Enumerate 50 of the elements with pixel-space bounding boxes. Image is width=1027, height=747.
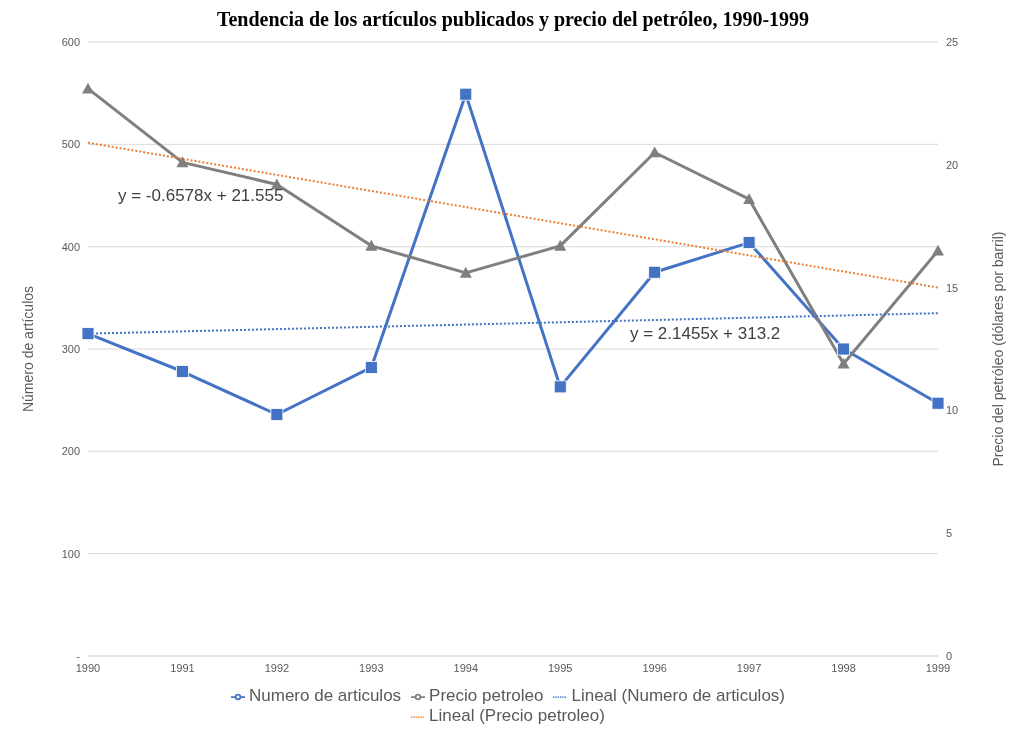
x-tick-label: 1997 xyxy=(736,661,762,674)
point xyxy=(743,193,756,204)
x-tick-label: 1990 xyxy=(75,661,101,674)
point xyxy=(554,239,567,251)
x-tick-label: 1994 xyxy=(453,661,479,674)
x-tick-label: 1998 xyxy=(831,661,856,674)
y-tick-label: 600 xyxy=(61,35,80,48)
x-tick-label: 1992 xyxy=(264,661,290,674)
point xyxy=(553,380,567,394)
point xyxy=(176,365,189,378)
legend-label: Lineal (Precio petroleo) xyxy=(429,706,605,725)
legend-label: Lineal (Numero de articulos) xyxy=(571,686,785,705)
y2-axis-title: Precio del petróleo (dólares por barril) xyxy=(989,231,1006,467)
y-axis-title: Número de artículos xyxy=(19,285,36,413)
y-tick-label: 500 xyxy=(61,138,80,151)
x-tick-label: 1991 xyxy=(170,661,195,674)
point xyxy=(270,408,284,421)
y2-tick-label: 15 xyxy=(946,281,959,294)
point xyxy=(931,396,945,410)
x-tick-label: 1996 xyxy=(642,661,667,674)
y-tick-label: - xyxy=(76,649,81,662)
annotation: y = 2.1455x + 313.2 xyxy=(630,324,781,344)
point xyxy=(742,236,756,249)
point xyxy=(459,266,472,278)
point xyxy=(365,239,378,251)
point xyxy=(648,146,661,158)
point xyxy=(459,87,473,101)
point xyxy=(176,156,189,168)
point xyxy=(81,327,95,341)
y-tick-label: 200 xyxy=(61,445,80,458)
point xyxy=(648,265,662,279)
annotation: y = -0.6578x + 21.555 xyxy=(118,186,284,206)
y2-tick-label: 20 xyxy=(946,158,959,171)
point xyxy=(364,361,378,374)
y2-tick-label: 25 xyxy=(946,35,959,48)
legend-label: Numero de articulos xyxy=(248,686,402,705)
chart-title: Tendencia de los artículos publicados y precio del petróleo, 1990-1999 xyxy=(215,8,811,32)
y2-tick-label: 5 xyxy=(946,527,953,540)
point xyxy=(837,342,850,356)
point xyxy=(932,244,944,256)
y-tick-label: 400 xyxy=(61,240,80,253)
x-tick-label: 1993 xyxy=(359,661,384,674)
legend-label: Precio petroleo xyxy=(429,686,544,705)
x-tick-label: 1995 xyxy=(547,661,573,674)
x-tick-label: 1999 xyxy=(925,661,951,674)
y2-tick-label: 10 xyxy=(946,404,959,417)
y-tick-label: 300 xyxy=(61,342,80,355)
point xyxy=(837,357,850,369)
y-tick-label: 100 xyxy=(61,547,80,560)
y2-tick-label: 0 xyxy=(946,649,953,662)
